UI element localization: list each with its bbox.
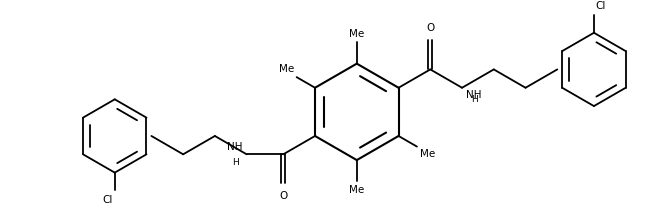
Text: O: O <box>279 191 288 201</box>
Text: Me: Me <box>349 185 364 195</box>
Text: NH: NH <box>466 90 481 100</box>
Text: NH: NH <box>227 142 243 152</box>
Text: Me: Me <box>420 150 435 159</box>
Text: O: O <box>426 23 434 33</box>
Text: Me: Me <box>279 64 294 74</box>
Text: Me: Me <box>349 29 364 39</box>
Text: Cl: Cl <box>102 195 113 205</box>
Text: H: H <box>470 95 478 104</box>
Text: H: H <box>232 158 239 167</box>
Text: Cl: Cl <box>596 1 607 11</box>
